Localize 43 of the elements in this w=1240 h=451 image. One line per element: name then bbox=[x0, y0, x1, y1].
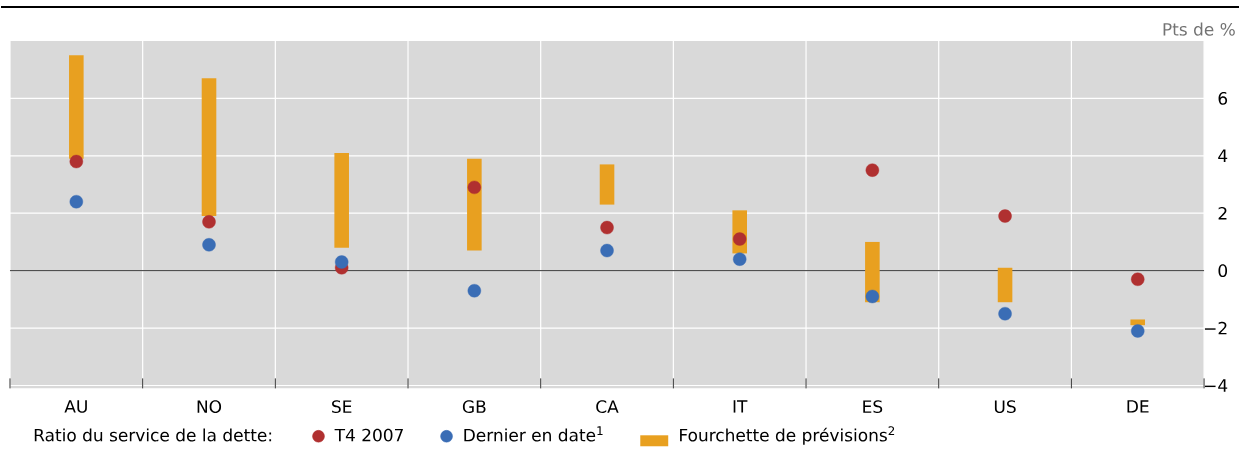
x-tick-label: AU bbox=[64, 400, 87, 413]
x-tick-label: SE bbox=[332, 400, 352, 413]
bar bbox=[334, 152, 349, 248]
point bbox=[865, 289, 880, 304]
legend-label: Dernier en date$^{1}$ bbox=[464, 426, 603, 442]
y-axis-title: Pts de % bbox=[1163, 22, 1235, 36]
point bbox=[865, 163, 880, 177]
point bbox=[998, 209, 1012, 223]
y-tick-label: −4 bbox=[1204, 379, 1228, 392]
point bbox=[998, 306, 1012, 321]
x-tick-label: CA bbox=[596, 400, 619, 413]
y-tick-label: 2 bbox=[1218, 206, 1227, 220]
point bbox=[202, 215, 216, 229]
bar bbox=[1130, 319, 1146, 326]
y-tick-label: 0 bbox=[1218, 264, 1228, 277]
point bbox=[467, 180, 482, 194]
point bbox=[467, 283, 482, 298]
x-tick-label: DE bbox=[1127, 400, 1149, 413]
point bbox=[69, 154, 84, 169]
legend-title: Ratio du service de la dette: bbox=[34, 428, 272, 442]
legend-label: T4 2007 bbox=[334, 428, 403, 442]
bar bbox=[599, 164, 615, 205]
point bbox=[69, 194, 84, 209]
y-tick-label: −2 bbox=[1204, 321, 1227, 335]
legend-label: Fourchette de prévisions$^{2}$ bbox=[680, 426, 895, 445]
point bbox=[334, 255, 349, 269]
x-tick-label: US bbox=[994, 400, 1016, 413]
bar bbox=[201, 78, 217, 216]
x-tick-label: IT bbox=[733, 400, 748, 413]
x-tick-label: ES bbox=[863, 400, 883, 413]
point bbox=[600, 243, 614, 258]
bar bbox=[69, 55, 84, 159]
y-tick-label: 4 bbox=[1218, 149, 1228, 162]
x-tick-label: GB bbox=[462, 400, 486, 413]
point bbox=[202, 237, 216, 252]
y-tick-label: 6 bbox=[1218, 91, 1228, 105]
point bbox=[733, 232, 747, 246]
point bbox=[733, 252, 747, 266]
bar bbox=[997, 267, 1013, 303]
point bbox=[1131, 324, 1145, 338]
x-tick-label: NO bbox=[197, 400, 222, 413]
point bbox=[600, 220, 614, 235]
point bbox=[1131, 272, 1145, 286]
